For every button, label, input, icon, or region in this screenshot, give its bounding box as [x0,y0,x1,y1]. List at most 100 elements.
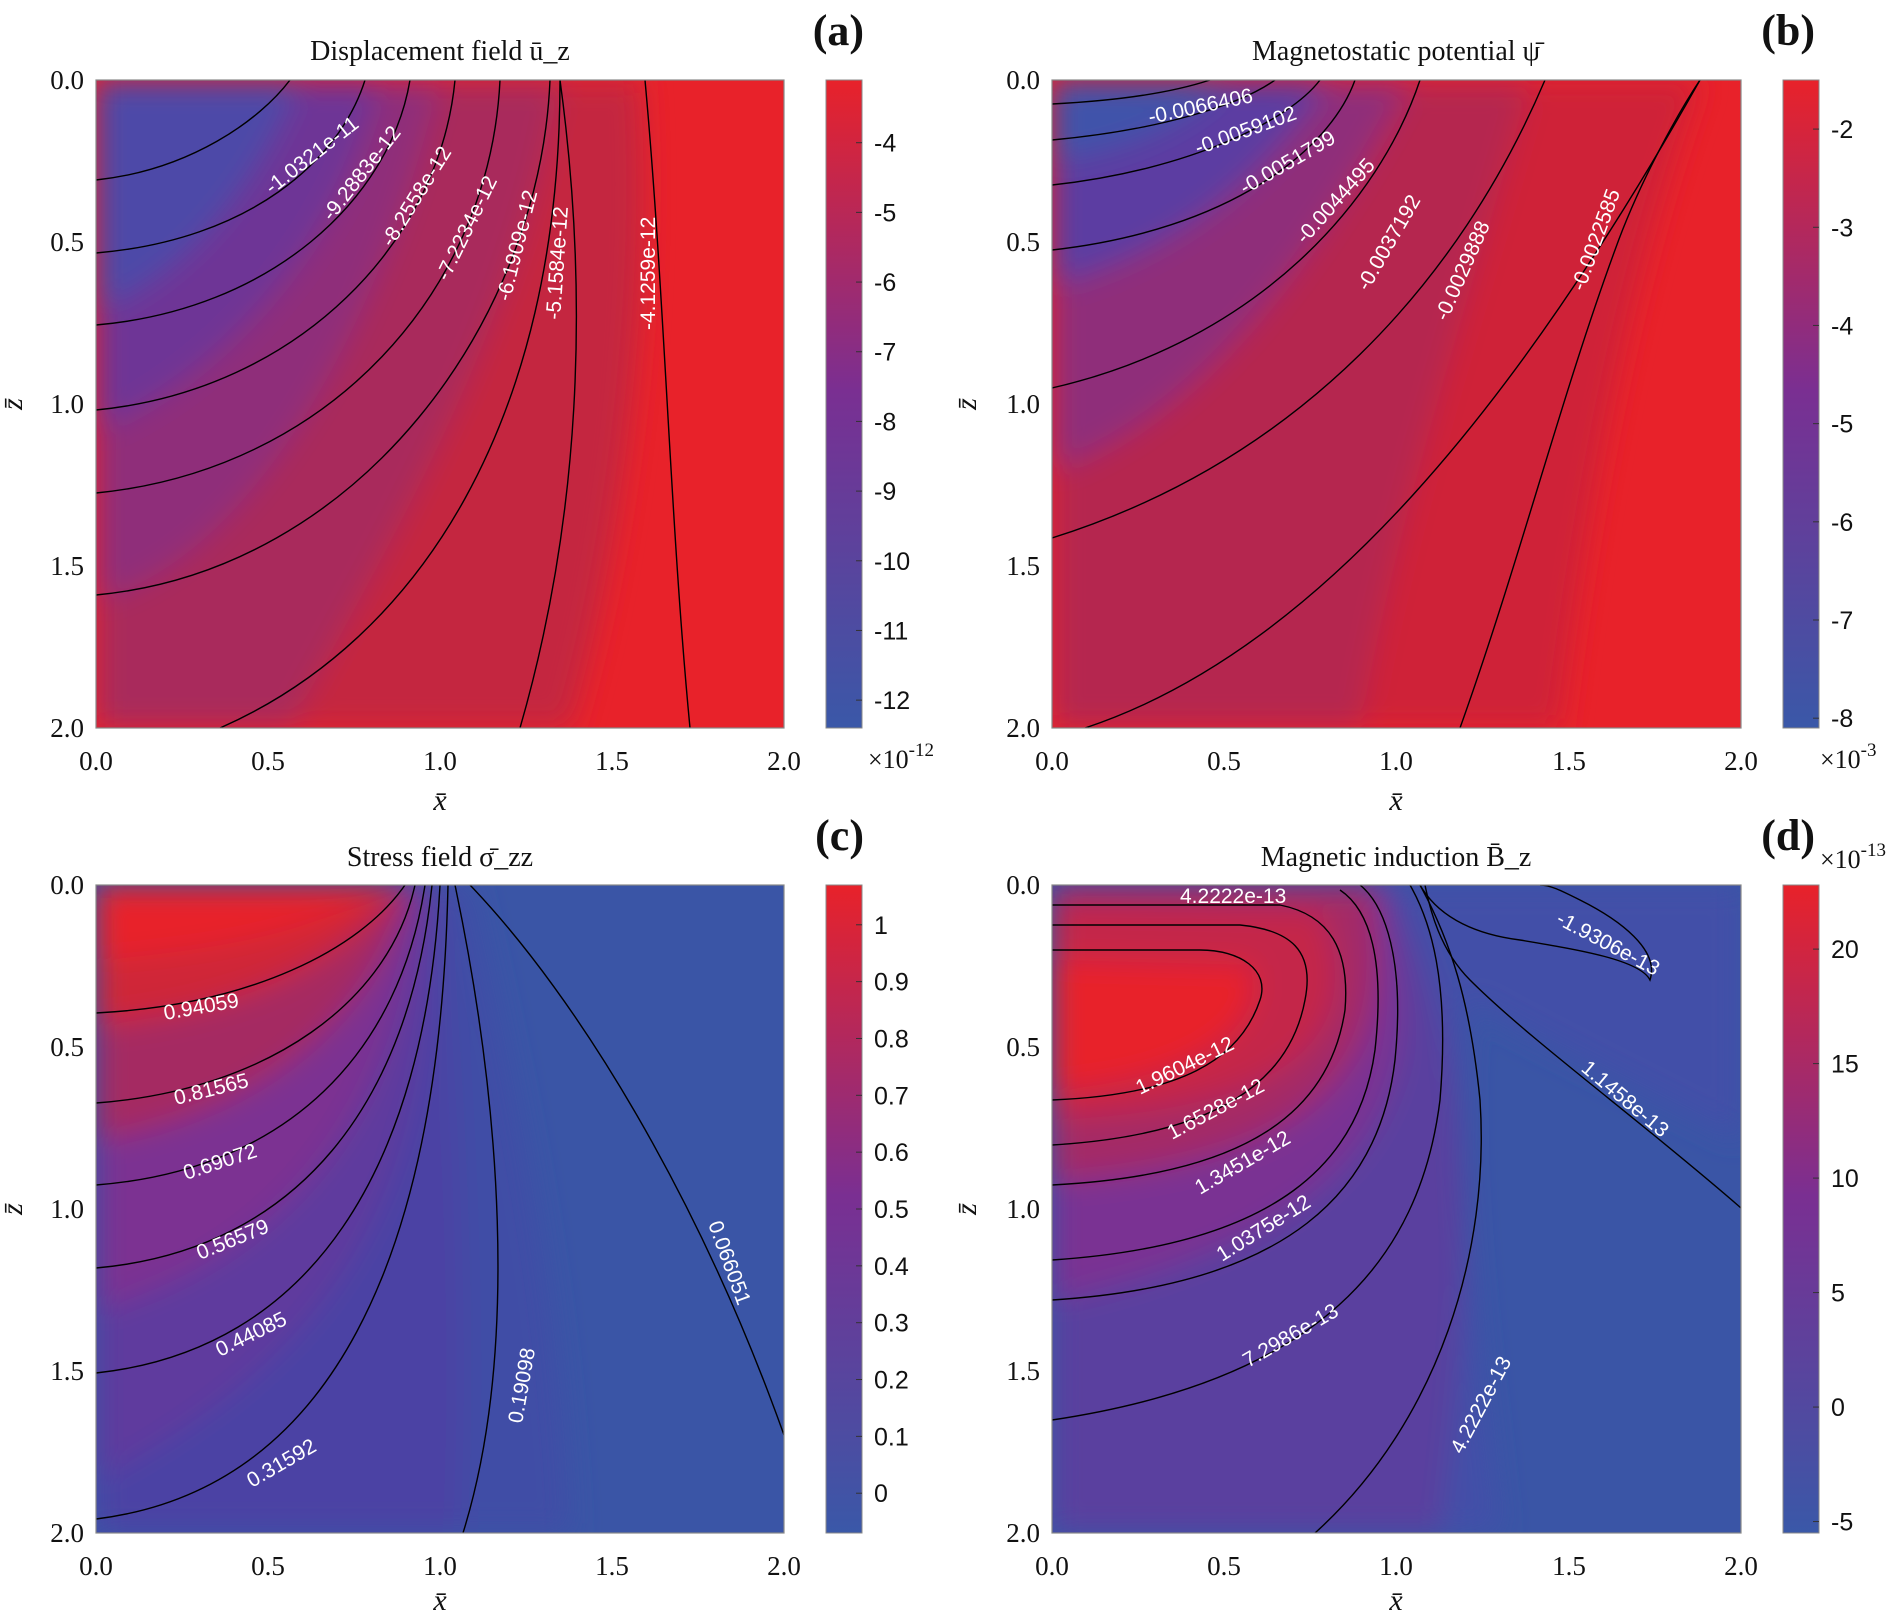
field-band [1052,80,1230,160]
contour-line [469,885,784,1436]
x-tick-label: 0.0 [1035,746,1069,776]
y-tick-label: 0.5 [1006,227,1040,257]
colorbar-ticks: 20 15 10 5 0 -5 [1813,936,1859,1537]
panel-b: -0.0066406 -0.0059102 -0.0051799 -0.0044… [950,6,1877,817]
y-axis-label: z̄ [950,398,983,411]
heatmap-c: 0.94059 0.81565 0.69072 0.56579 0.44085 … [96,885,784,1533]
colorbar-tick-label: -12 [874,687,910,715]
y-tick-label: 2.0 [1006,1518,1040,1548]
panel-label: (c) [815,811,864,860]
y-axis: 0.0 0.5 1.0 1.5 2.0 z̄ [0,870,84,1548]
panel-a: -1.0321e-11 -9.2883e-12 -8.2558e-12 -7.2… [0,6,934,817]
contour-line [96,885,433,1269]
y-tick-label: 0.0 [50,65,84,95]
contour-line [96,80,291,181]
plot-frame [1051,79,1742,729]
colorbar-exponent: ×10-13 [1820,840,1886,874]
x-tick-label: 2.0 [1724,1551,1758,1581]
y-axis-label: z̄ [0,1203,29,1216]
contour-line [1052,904,1347,1186]
y-tick-label: 0.0 [1006,870,1040,900]
plot-frame [95,884,785,1534]
colorbar-tick-label: 0.1 [874,1423,909,1451]
colorbar-tick-label: 15 [1831,1051,1859,1079]
contour-line [1052,924,1308,1146]
contour-label: 4.2222e-13 [1180,885,1286,908]
colorbar-tick-label: -9 [874,478,896,506]
colorbar-tick-label: 0.3 [874,1310,909,1338]
contour-line [1459,80,1701,728]
x-axis: 0.0 0.5 1.0 1.5 2.0 x̄ [79,1551,801,1617]
x-tick-label: 0.5 [251,1551,285,1581]
y-axis: 0.0 0.5 1.0 1.5 2.0 z̄ [950,65,1040,743]
colorbar-tick-label: 0.4 [874,1253,909,1281]
contour-line [1052,80,1276,141]
panel-c: 0.94059 0.81565 0.69072 0.56579 0.44085 … [0,811,909,1617]
chart-title: Displacement field ū_z [310,36,570,67]
colorbar-tick-label: 0.2 [874,1367,909,1395]
heatmap-d: 4.2222e-13 -1.9306e-13 1.9604e-12 1.6528… [1052,885,1741,1533]
contour-line [1424,885,1741,1209]
colorbar-tick-label: 0.6 [874,1139,909,1167]
colorbar-ticks: -4 -5 -6 -7 -8 -9 -10 -11 -12 [856,130,910,715]
colorbar-tick-label: 0 [1831,1394,1845,1422]
panel-label: (d) [1761,811,1815,860]
colorbar-gradient [1782,884,1820,1534]
y-tick-label: 1.0 [50,1194,84,1224]
colorbar-tick-label: -4 [874,130,896,158]
y-tick-label: 2.0 [1006,713,1040,743]
colorbar-ticks: 1 0.9 0.8 0.7 0.6 0.5 0.4 0.3 0.2 0.1 0 [856,912,909,1508]
colorbar-tick-label: -5 [1831,1509,1853,1537]
contour-label: -4.1259e-12 [637,217,660,330]
y-tick-label: 2.0 [50,1518,84,1548]
contour-line [1052,80,1211,105]
x-tick-label: 1.0 [1379,1551,1413,1581]
y-tick-label: 0.5 [1006,1032,1040,1062]
colorbar-tick-label: 0 [874,1480,888,1508]
x-tick-label: 0.5 [1207,1551,1241,1581]
colorbar-tick-label: -8 [874,408,896,436]
heatmap-b: -0.0066406 -0.0059102 -0.0051799 -0.0044… [1052,80,1741,728]
colorbar-tick-label: -5 [1831,411,1853,439]
colorbar-tick-label: -7 [874,339,896,367]
y-tick-label: 1.5 [1006,551,1040,581]
x-axis: 0.0 0.5 1.0 1.5 2.0 x̄ [1035,746,1758,817]
panel-label: (a) [813,6,864,55]
x-tick-label: 1.0 [1379,746,1413,776]
x-tick-label: 0.0 [1035,1551,1069,1581]
colorbar-ticks: -2 -3 -4 -5 -6 -7 -8 [1813,116,1853,733]
contour-line [1314,885,1482,1533]
y-tick-label: 1.0 [1006,1194,1040,1224]
x-tick-label: 2.0 [1724,746,1758,776]
x-tick-label: 1.5 [595,1551,629,1581]
y-axis-label: z̄ [0,398,29,411]
colorbar-tick-label: 0.9 [874,969,909,997]
contour-line [96,885,441,1374]
x-tick-label: 2.0 [767,1551,801,1581]
x-tick-label: 1.5 [595,746,629,776]
x-tick-label: 0.0 [79,746,113,776]
contour-line [644,80,691,728]
colorbar-tick-label: -10 [874,548,910,576]
colorbar-tick-label: -3 [1831,214,1853,242]
colorbar-tick-label: 0.8 [874,1025,909,1053]
x-axis: 0.0 0.5 1.0 1.5 2.0 x̄ [79,746,801,817]
y-tick-label: 0.0 [1006,65,1040,95]
x-tick-label: 1.0 [423,746,457,776]
contour-line [96,80,411,326]
colorbar-tick-label: -2 [1831,116,1853,144]
colorbar-tick-label: -5 [874,199,896,227]
x-tick-label: 1.5 [1552,1551,1586,1581]
contour-line [1419,885,1653,982]
chart-title: Stress field σ̄_zz [347,842,533,873]
y-tick-label: 1.0 [50,389,84,419]
x-tick-label: 1.5 [1552,746,1586,776]
x-tick-label: 1.0 [423,1551,457,1581]
colorbar-tick-label: 0.7 [874,1082,909,1110]
colorbar-exponent: ×10-12 [868,740,934,774]
contour-line [96,885,449,1520]
contour-line [96,80,501,494]
colorbar-gradient [825,79,863,729]
y-axis: 0.0 0.5 1.0 1.5 2.0 z̄ [950,870,1040,1548]
contour-line [1052,949,1263,1101]
